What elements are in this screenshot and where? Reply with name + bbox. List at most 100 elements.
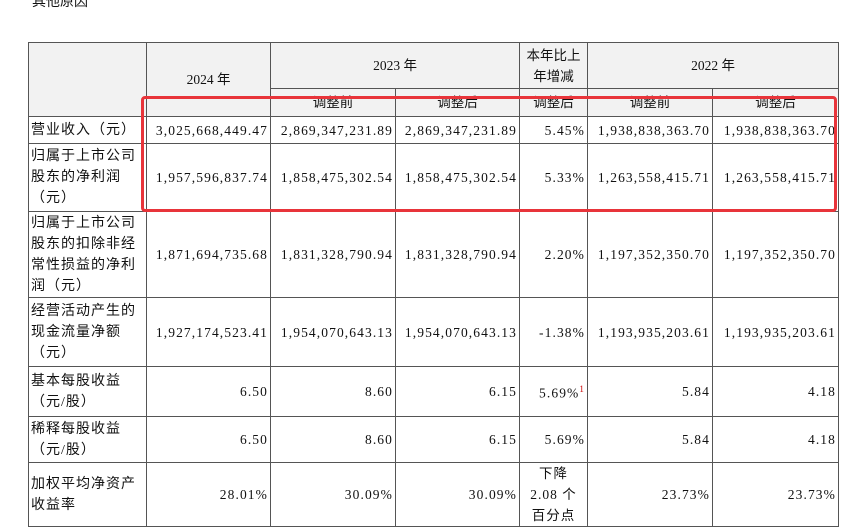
data-cell: 23.73% <box>587 462 713 527</box>
cell-text: 1,954,070,643.13 <box>280 324 393 340</box>
cell-text: 5.84 <box>681 384 710 399</box>
cell-text: 6.50 <box>239 432 268 447</box>
header-corner <box>28 42 147 117</box>
header-cell: 2022 年 <box>587 42 839 89</box>
data-cell: 8.60 <box>270 366 396 417</box>
text-line: （元/股） <box>31 442 96 458</box>
cell-text: 8.60 <box>364 432 393 447</box>
data-cell: 1,858,475,302.54 <box>270 143 396 212</box>
cell-text: 4.18 <box>807 432 836 447</box>
header-cell: 本年比上 年增减 <box>519 42 588 89</box>
cell-text: 1,197,352,350.70 <box>597 247 710 262</box>
header-cell: 调整前 <box>587 88 713 117</box>
data-cell: 1,938,838,363.70 <box>712 116 839 144</box>
header-text: 调整后 <box>755 95 796 110</box>
cell-text: 1,871,694,735.68 <box>155 247 268 262</box>
cell-text: 1,193,935,203.61 <box>597 324 710 340</box>
financial-table: 2024 年 2023 年 本年比上 年增减 2022 年调整前 调整后 调整后 调整前 调整后… <box>28 42 839 527</box>
header-cell: 调整前 <box>270 88 396 117</box>
header-text: 调整后 <box>437 95 478 110</box>
row-label: 经营活动产生的 现金流量净额 （元） <box>28 297 147 367</box>
cell-text: 5.45% <box>544 122 585 138</box>
text-line: 下降 <box>539 466 568 481</box>
row-label: 稀释每股收益 （元/股） <box>28 416 147 463</box>
data-row: 归属于上市公司 股东的扣除非经 常性损益的净利 润（元） 1,871,694,735.6… <box>28 211 839 298</box>
header-cell: 调整后 <box>519 88 588 117</box>
data-cell: 1,871,694,735.68 <box>146 211 271 298</box>
data-row: 经营活动产生的 现金流量净额 （元） 1,927,174,523.41 1,954,07… <box>28 297 839 367</box>
cell-text: 5.84 <box>681 432 710 447</box>
data-cell: 6.15 <box>395 366 520 417</box>
data-row: 营业收入（元） 3,025,668,449.47 2,869,347,231.89 2… <box>28 116 839 144</box>
data-cell: 8.60 <box>270 416 396 463</box>
data-row: 归属于上市公司 股东的净利润 （元） 1,957,596,837.74 1,858,47… <box>28 143 839 212</box>
cell-text: 30.09% <box>344 487 393 502</box>
data-cell: 5.33% <box>519 143 588 212</box>
data-cell: 1,927,174,523.41 <box>146 297 271 367</box>
text-line: 营业收入（元） <box>31 122 136 138</box>
data-cell: 2,869,347,231.89 <box>395 116 520 144</box>
row-label: 加权平均净资产 收益率 <box>28 462 147 527</box>
text-line: 基本每股收益 <box>31 373 121 389</box>
row-label: 营业收入（元） <box>28 116 147 144</box>
text-line: 归属于上市公司 <box>31 215 136 231</box>
data-cell: 2.20% <box>519 211 588 298</box>
cell-text: 8.60 <box>364 384 393 399</box>
text-line: 股东的净利润 <box>31 170 121 185</box>
cell-text: 6.50 <box>239 384 268 399</box>
data-cell: 28.01% <box>146 462 271 527</box>
text-line: 归属于上市公司 <box>31 149 136 164</box>
text-line: 本年比上 <box>526 47 581 63</box>
text-line: 百分点 <box>531 508 576 523</box>
data-cell: 4.18 <box>712 416 839 463</box>
data-cell: 1,263,558,415.71 <box>712 143 839 212</box>
header-text: 2022 年 <box>691 58 735 73</box>
text-line: 收益率 <box>31 497 76 513</box>
data-cell: 6.50 <box>146 416 271 463</box>
data-cell: 1,197,352,350.70 <box>712 211 839 298</box>
text-line: （元） <box>31 191 76 206</box>
cell-text: 1,831,328,790.94 <box>404 247 517 262</box>
data-row: 基本每股收益 （元/股） 6.50 8.60 6.15 5.69%1 5.84 4.18 <box>28 366 839 417</box>
data-cell: 5.84 <box>587 416 713 463</box>
cell-text: 1,193,935,203.61 <box>723 324 836 340</box>
footnote-mark: 1 <box>579 384 585 395</box>
text-line: （元） <box>31 345 76 361</box>
cell-text: 1,858,475,302.54 <box>404 170 517 185</box>
header-row: 调整前 调整后 调整后 调整前 调整后 <box>29 88 839 117</box>
data-cell: 3,025,668,449.47 <box>146 116 271 144</box>
data-cell: 6.50 <box>146 366 271 417</box>
data-cell: 30.09% <box>270 462 396 527</box>
data-cell: 1,957,596,837.74 <box>146 143 271 212</box>
cell-text: 6.15 <box>488 384 517 399</box>
cell-text: 30.09% <box>468 487 517 502</box>
cell-text: 28.01% <box>219 487 268 502</box>
data-cell: 5.84 <box>587 366 713 417</box>
cell-text: 23.73% <box>661 487 710 502</box>
header-text: 调整后 <box>533 95 574 110</box>
cell-text: 4.18 <box>807 384 836 399</box>
cell-text: 1,954,070,643.13 <box>404 324 517 340</box>
cell-text: 1,927,174,523.41 <box>155 324 268 340</box>
cell-text: 1,938,838,363.70 <box>597 122 710 138</box>
data-cell: 1,197,352,350.70 <box>587 211 713 298</box>
data-row: 稀释每股收益 （元/股） 6.50 8.60 6.15 5.69% 5.84 4.18 <box>28 416 839 463</box>
data-row: 加权平均净资产 收益率 28.01% 30.09% 30.09% 下降 2.08 个百分点 2… <box>28 462 839 527</box>
data-cell: 1,954,070,643.13 <box>270 297 396 367</box>
cell-text: 1,831,328,790.94 <box>280 247 393 262</box>
header-text: 调整前 <box>629 95 671 110</box>
data-cell: 1,193,935,203.61 <box>712 297 839 367</box>
cell-text: -1.38% <box>539 324 585 340</box>
row-label: 归属于上市公司 股东的扣除非经 常性损益的净利 润（元） <box>28 211 147 298</box>
cell-text: 1,263,558,415.71 <box>723 170 836 185</box>
header-row: 2024 年 2023 年 本年比上 年增减 2022 年 <box>28 42 839 117</box>
data-cell: 4.18 <box>712 366 839 417</box>
data-cell: 6.15 <box>395 416 520 463</box>
data-cell: 5.69%1 <box>519 366 588 417</box>
row-label: 归属于上市公司 股东的净利润 （元） <box>28 143 147 212</box>
data-cell: 1,831,328,790.94 <box>270 211 396 298</box>
header-cell: 2023 年 <box>270 42 520 89</box>
data-cell: 1,954,070,643.13 <box>395 297 520 367</box>
cell-text: 1,858,475,302.54 <box>280 170 393 185</box>
